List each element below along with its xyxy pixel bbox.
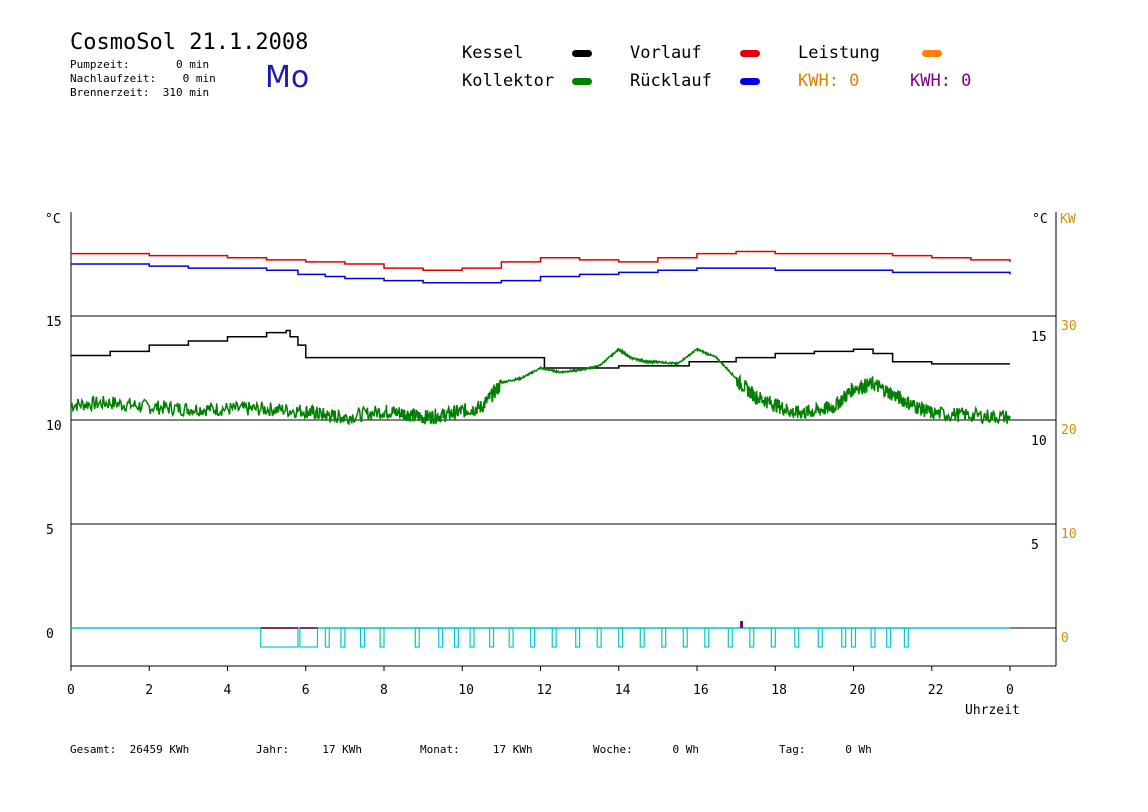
series-line-ruecklauf	[71, 263, 1011, 284]
series-line-kollektor	[70, 347, 1011, 426]
x-tick-label: 18	[771, 683, 787, 698]
pump-pulse	[727, 627, 733, 648]
kwh-marker	[740, 621, 744, 628]
pump-pulse	[682, 627, 688, 648]
pump-pulse	[530, 627, 536, 648]
y-left-tick-label: 10	[46, 419, 62, 434]
legend-ruecklauf-swatch	[740, 78, 760, 85]
pump-pulse	[489, 627, 495, 648]
left-unit-label: °C	[45, 212, 61, 227]
pump-pulse	[841, 627, 847, 648]
nachlaufzeit-info: Nachlaufzeit: 0 min	[70, 72, 216, 85]
weekday-label: Mo	[265, 60, 310, 95]
x-tick-label: 6	[302, 683, 310, 698]
pump-pulse	[453, 627, 459, 648]
footer-tag: Tag: 0 Wh	[779, 743, 872, 756]
legend-kwh-leistung: KWH: 0	[798, 71, 860, 91]
pump-pulse	[340, 627, 346, 648]
pump-pulse	[870, 627, 876, 648]
footer-jahr: Jahr: 17 KWh	[256, 743, 362, 756]
legend-kessel-swatch	[572, 50, 592, 57]
pump-pulse	[903, 627, 909, 648]
y-left-tick-label: 0	[46, 627, 54, 642]
legend-kollektor-swatch	[572, 78, 592, 85]
pump-pulse	[508, 627, 514, 648]
x-tick-label: 22	[928, 683, 944, 698]
x-tick-label: 8	[380, 683, 388, 698]
footer-woche: Woche: 0 Wh	[593, 743, 699, 756]
y-right-c-tick-label: 5	[1031, 538, 1039, 553]
x-tick-label: 4	[224, 683, 232, 698]
pump-pulse	[469, 627, 475, 648]
pump-pulse	[359, 627, 366, 648]
chart-title: CosmoSol 21.1.2008	[70, 30, 309, 55]
pump-pulse	[794, 627, 800, 648]
pump-pulse	[639, 627, 645, 648]
y-right-kw-tick-label: 0	[1061, 631, 1069, 646]
x-tick-label: 16	[693, 683, 709, 698]
legend-kessel-label: Kessel	[462, 43, 524, 63]
series-line-kessel	[71, 329, 1010, 369]
pump-pulse	[551, 627, 557, 648]
pump-pulse	[575, 627, 581, 648]
x-tick-label: 2	[145, 683, 153, 698]
legend-kwh-purple: KWH: 0	[910, 71, 972, 91]
y-right-kw-tick-label: 10	[1061, 527, 1077, 542]
pump-pulse	[661, 627, 667, 648]
pumpzeit-info: Pumpzeit: 0 min	[70, 58, 210, 71]
x-tick-label: 10	[458, 683, 474, 698]
legend-kollektor-label: Kollektor	[462, 71, 555, 91]
legend-ruecklauf-label: Rücklauf	[630, 71, 712, 91]
right-unit-kw: KW	[1060, 212, 1076, 227]
pump-pulse	[817, 627, 823, 648]
legend-leistung-swatch	[922, 50, 942, 57]
y-right-kw-tick-label: 30	[1061, 319, 1077, 334]
y-left-tick-label: 5	[46, 523, 54, 538]
pump-pulse	[749, 627, 755, 648]
x-axis-label: Uhrzeit	[965, 703, 1020, 718]
legend-vorlauf-swatch	[740, 50, 760, 57]
pump-pulse	[886, 627, 892, 648]
pump-pulse	[414, 627, 420, 648]
pump-pulse	[850, 627, 857, 648]
x-tick-label: 12	[537, 683, 553, 698]
x-tick-label: 20	[850, 683, 866, 698]
x-tick-label: 0	[67, 683, 75, 698]
pump-pulse	[260, 627, 299, 648]
series-line-vorlauf	[71, 250, 1011, 271]
footer-gesamt: Gesamt: 26459 KWh	[70, 743, 190, 756]
pump-pulse	[770, 627, 776, 648]
brennerzeit-info: Brennerzeit: 310 min	[70, 86, 210, 99]
pump-pulse	[299, 627, 319, 648]
y-left-tick-label: 15	[46, 315, 62, 330]
right-unit-celsius: °C	[1032, 212, 1048, 227]
legend-vorlauf-label: Vorlauf	[630, 43, 702, 63]
pump-pulse	[618, 627, 624, 648]
y-right-c-tick-label: 15	[1031, 330, 1047, 345]
pump-pulse	[379, 627, 385, 648]
pump-pulse	[704, 627, 710, 648]
pump-pulse	[438, 627, 444, 648]
y-right-c-tick-label: 10	[1031, 434, 1047, 449]
legend-leistung-label: Leistung	[798, 43, 880, 63]
pump-pulse	[596, 627, 602, 648]
y-right-kw-tick-label: 20	[1061, 423, 1077, 438]
x-tick-label: 14	[615, 683, 631, 698]
pump-pulse	[324, 627, 330, 648]
footer-monat: Monat: 17 KWh	[420, 743, 533, 756]
x-tick-label: 0	[1006, 683, 1014, 698]
